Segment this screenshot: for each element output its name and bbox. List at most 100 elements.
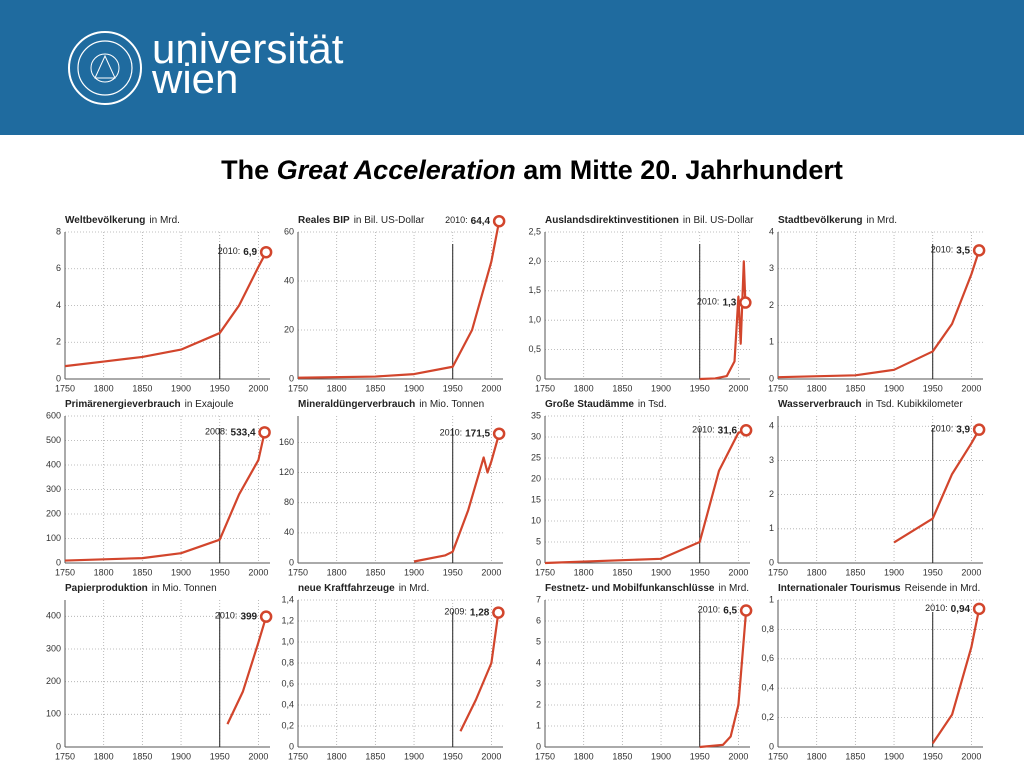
x-tick-label: 1750 <box>55 383 75 393</box>
x-tick-label: 1800 <box>574 567 594 577</box>
x-tick-label: 1800 <box>807 567 827 577</box>
annotation-value: 64,4 <box>471 216 491 227</box>
x-tick-label: 1900 <box>651 751 671 761</box>
chart-unit: in Bil. US-Dollar <box>683 215 754 226</box>
annotation-value: 3,5 <box>956 245 970 256</box>
chart-title: Stadtbevölkerung in Mrd. <box>778 215 897 226</box>
y-tick-label: 0,6 <box>281 678 294 688</box>
x-tick-label: 2000 <box>481 383 501 393</box>
y-tick-label: 200 <box>46 676 61 686</box>
logo-text: universität <box>152 25 344 72</box>
x-tick-label: 1800 <box>574 383 594 393</box>
annotation-prefix: 2008: <box>205 427 228 437</box>
x-tick-label: 2000 <box>481 567 501 577</box>
y-tick-label: 0 <box>56 557 61 567</box>
chart-title-main: Primärenergieverbrauch <box>65 399 181 410</box>
y-tick-label: 40 <box>284 275 294 285</box>
y-tick-label: 0 <box>289 373 294 383</box>
chart-unit: in Bil. US-Dollar <box>354 215 425 226</box>
x-tick-label: 1850 <box>132 383 152 393</box>
annotation-value: 171,5 <box>465 428 490 439</box>
logo-text: wien <box>151 55 238 102</box>
x-tick-label: 1950 <box>690 751 710 761</box>
y-tick-label: 0,4 <box>761 683 774 693</box>
y-tick-label: 100 <box>46 533 61 543</box>
y-tick-label: 20 <box>284 324 294 334</box>
y-tick-label: 0,5 <box>528 344 541 354</box>
annotation-value: 3,9 <box>956 424 970 435</box>
y-tick-label: 2,0 <box>528 256 541 266</box>
chart-unit: in Mio. Tonnen <box>152 583 217 594</box>
chart-title: Festnetz- und Mobilfunkanschlüsse in Mrd. <box>545 583 749 594</box>
y-tick-label: 0 <box>56 741 61 751</box>
chart-title: Papierproduktion in Mio. Tonnen <box>65 583 217 594</box>
annotation: 2010: 3,5 <box>931 245 971 256</box>
end-marker <box>972 423 986 436</box>
chart-title: Reales BIP in Bil. US-Dollar <box>298 215 425 226</box>
annotation-prefix: 2010: <box>697 297 720 307</box>
x-tick-label: 1800 <box>574 751 594 761</box>
x-tick-label: 1900 <box>884 567 904 577</box>
chart-unit: in Tsd. Kubikkilometer <box>866 399 964 410</box>
x-tick-label: 2000 <box>248 383 268 393</box>
x-tick-label: 1800 <box>94 751 114 761</box>
x-tick-label: 1950 <box>443 383 463 393</box>
end-marker <box>972 602 986 616</box>
annotation-value: 31,6 <box>718 425 738 436</box>
x-tick-label: 1850 <box>365 567 385 577</box>
y-tick-label: 4 <box>769 226 774 236</box>
y-tick-label: 0,8 <box>761 624 774 634</box>
y-tick-label: 0,6 <box>761 653 774 663</box>
chart-title-main: Reales BIP <box>298 215 350 226</box>
x-tick-label: 2000 <box>248 751 268 761</box>
annotation-prefix: 2010: <box>931 424 954 434</box>
x-tick-label: 1950 <box>690 567 710 577</box>
x-tick-label: 1900 <box>171 383 191 393</box>
annotation: 2010: 6,9 <box>218 247 258 258</box>
x-tick-label: 1900 <box>404 567 424 577</box>
chart-title-main: Papierproduktion <box>65 583 148 594</box>
x-tick-label: 1850 <box>365 383 385 393</box>
end-marker <box>492 606 505 619</box>
x-tick-label: 1850 <box>845 751 865 761</box>
chart-title: Wasserverbrauch in Tsd. Kubikkilometer <box>778 399 963 410</box>
chart-unit: in Mrd. <box>149 215 180 226</box>
y-tick-label: 20 <box>531 473 541 483</box>
y-tick-label: 15 <box>531 494 541 504</box>
annotation: 2010: 1,3 <box>697 297 737 308</box>
x-tick-label: 1900 <box>884 751 904 761</box>
annotation-prefix: 2010: <box>931 245 954 255</box>
annotation: 2010: 64,4 <box>445 216 490 227</box>
y-tick-label: 35 <box>531 410 541 420</box>
series-line <box>413 433 501 563</box>
x-tick-label: 1950 <box>690 383 710 393</box>
y-tick-label: 2 <box>536 699 541 709</box>
series-line <box>699 260 747 381</box>
annotation-value: 6,5 <box>723 605 737 616</box>
y-tick-label: 30 <box>531 431 541 441</box>
x-tick-label: 1850 <box>845 567 865 577</box>
y-tick-label: 0 <box>769 557 774 567</box>
chart-title: neue Kraftfahrzeuge in Mrd. <box>298 583 429 594</box>
x-tick-label: 1950 <box>443 567 463 577</box>
y-tick-label: 100 <box>46 709 61 719</box>
x-tick-label: 1950 <box>923 383 943 393</box>
x-tick-label: 1850 <box>845 383 865 393</box>
y-tick-label: 4 <box>56 300 61 310</box>
y-tick-label: 1 <box>769 594 774 604</box>
y-tick-label: 2 <box>769 489 774 499</box>
end-marker <box>258 426 271 439</box>
annotation-prefix: 2010: <box>218 247 241 257</box>
title-part: Great Acceleration <box>277 155 516 185</box>
y-tick-label: 4 <box>536 657 541 667</box>
y-tick-label: 0 <box>536 741 541 751</box>
annotation: 2010: 6,5 <box>698 605 738 616</box>
y-tick-label: 80 <box>284 497 294 507</box>
annotation: 2010: 0,94 <box>925 603 970 614</box>
y-tick-label: 5 <box>536 536 541 546</box>
chart-title-main: neue Kraftfahrzeuge <box>298 583 395 594</box>
x-tick-label: 1850 <box>612 383 632 393</box>
x-tick-label: 1800 <box>327 751 347 761</box>
chart-unit: in Mrd. <box>399 583 430 594</box>
x-tick-label: 1750 <box>535 567 555 577</box>
